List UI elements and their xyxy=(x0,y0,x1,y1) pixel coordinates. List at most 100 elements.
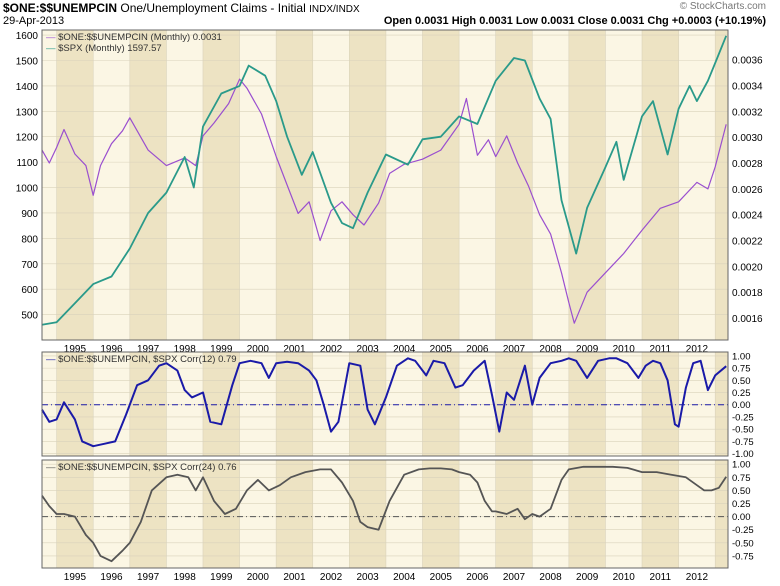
legend-text: $ONE:$$UNEMPCIN (Monthly) 0.0031 xyxy=(58,32,222,43)
left-tick-label: 600 xyxy=(21,285,38,296)
symbol-label: $ONE:$$UNEMPCIN xyxy=(3,1,118,15)
corr-tick-label: 0.00 xyxy=(732,400,751,411)
right-tick-label: 0.0024 xyxy=(732,211,763,222)
left-tick-label: 1400 xyxy=(16,82,39,93)
year-shade xyxy=(349,30,386,340)
right-tick-label: 0.0016 xyxy=(732,314,763,325)
legend-entry: — $ONE:$$UNEMPCIN, $SPX Corr(24) 0.76 xyxy=(46,462,237,473)
x-tick-label: 1997 xyxy=(137,344,160,355)
legend-text: $ONE:$$UNEMPCIN, $SPX Corr(12) 0.79 xyxy=(58,354,236,365)
corr-tick-label: -0.25 xyxy=(732,412,754,423)
corr-tick-label: -0.50 xyxy=(732,538,754,549)
x-tick-label: 2000 xyxy=(247,572,270,583)
date-label: 29-Apr-2013 xyxy=(3,15,65,27)
year-shade xyxy=(202,460,240,568)
year-shade xyxy=(642,460,679,568)
right-tick-label: 0.0018 xyxy=(732,288,763,299)
year-shade xyxy=(715,30,728,340)
x-tick-label: 1999 xyxy=(210,344,233,355)
panel-2-border xyxy=(41,459,729,569)
x-tick-label: 2002 xyxy=(320,344,343,355)
x-tick-label: 2009 xyxy=(576,572,599,583)
right-tick-label: 0.0026 xyxy=(732,185,763,196)
x-tick-label: 2006 xyxy=(466,572,489,583)
year-shade xyxy=(276,460,313,568)
corr-tick-label: 0.25 xyxy=(732,388,751,399)
year-shade xyxy=(568,352,606,456)
x-tick-label: 1997 xyxy=(137,572,160,583)
x-tick-label: 1995 xyxy=(64,572,87,583)
right-tick-label: 0.0034 xyxy=(732,82,763,93)
year-shade xyxy=(568,460,606,568)
left-tick-label: 1300 xyxy=(16,107,39,118)
corr-series-line xyxy=(41,465,727,563)
x-tick-label: 1996 xyxy=(100,572,123,583)
year-shade xyxy=(202,352,240,456)
corr-tick-label: 0.75 xyxy=(732,364,751,375)
x-tick-label: 1996 xyxy=(100,344,123,355)
legend-text: $SPX (Monthly) 1597.57 xyxy=(58,43,162,54)
exchange-label: INDX/INDX xyxy=(309,4,360,15)
panel-1-border xyxy=(41,351,729,457)
x-tick-label: 2007 xyxy=(503,572,526,583)
year-shade xyxy=(56,30,94,340)
x-tick-label: 2001 xyxy=(283,344,306,355)
year-shade xyxy=(642,352,679,456)
year-shade xyxy=(349,460,386,568)
x-tick-label: 2009 xyxy=(576,344,599,355)
x-tick-label: 1999 xyxy=(210,572,233,583)
x-tick-label: 2001 xyxy=(283,572,306,583)
corr-tick-label: -0.50 xyxy=(732,425,754,436)
year-shade xyxy=(495,352,533,456)
x-tick-label: 2007 xyxy=(503,344,526,355)
year-shade xyxy=(422,460,460,568)
year-shade xyxy=(129,30,167,340)
x-tick-label: 2012 xyxy=(686,572,709,583)
year-shade xyxy=(276,352,313,456)
right-tick-label: 0.0022 xyxy=(732,237,763,248)
legend-swatch: — xyxy=(46,462,58,473)
corr-series-line xyxy=(41,357,727,448)
year-shade xyxy=(129,352,167,456)
chart-title: $ONE:$$UNEMPCIN One/Unemployment Claims … xyxy=(3,1,360,15)
year-shade xyxy=(642,30,679,340)
corr-tick-label: -0.25 xyxy=(732,525,754,536)
legend-entry: — $ONE:$$UNEMPCIN (Monthly) 0.0031 xyxy=(46,32,222,43)
corr-tick-label: 1.00 xyxy=(732,460,751,471)
x-tick-label: 2005 xyxy=(430,344,453,355)
legend-entry: — $SPX (Monthly) 1597.57 xyxy=(46,43,162,54)
x-tick-label: 2011 xyxy=(650,344,672,355)
quote-label: Open 0.0031 High 0.0031 Low 0.0031 Close… xyxy=(383,15,766,27)
right-tick-label: 0.0020 xyxy=(732,262,763,273)
left-tick-label: 700 xyxy=(21,260,38,271)
year-shade xyxy=(422,352,460,456)
x-tick-label: 2003 xyxy=(356,344,379,355)
panel-0-border xyxy=(41,29,729,341)
year-shade xyxy=(715,352,728,456)
watermark: © StockCharts.com xyxy=(679,1,766,12)
x-tick-label: 1998 xyxy=(174,344,197,355)
legend-text: $ONE:$$UNEMPCIN, $SPX Corr(24) 0.76 xyxy=(58,462,236,473)
x-tick-label: 2010 xyxy=(613,572,636,583)
right-tick-label: 0.0036 xyxy=(732,56,763,67)
legend-swatch: — xyxy=(46,43,58,54)
year-shade xyxy=(129,460,167,568)
corr-tick-label: 1.00 xyxy=(732,351,751,362)
spx-series-line xyxy=(41,35,728,326)
corr-tick-label: 0.25 xyxy=(732,499,751,510)
x-tick-label: 2006 xyxy=(466,344,489,355)
x-tick-label: 2004 xyxy=(393,572,416,583)
description-label: One/Unemployment Claims - Initial xyxy=(120,1,306,15)
legend-entry: — $ONE:$$UNEMPCIN, $SPX Corr(12) 0.79 xyxy=(46,354,237,365)
year-shade xyxy=(568,30,606,340)
corr-tick-label: -1.00 xyxy=(732,449,754,460)
x-tick-label: 1995 xyxy=(64,344,87,355)
corr-tick-label: -0.75 xyxy=(732,437,754,448)
x-tick-label: 2012 xyxy=(686,344,709,355)
year-shade xyxy=(276,30,313,340)
left-tick-label: 1600 xyxy=(16,31,39,42)
legend-swatch: — xyxy=(46,32,58,43)
year-shade xyxy=(56,352,94,456)
left-tick-label: 500 xyxy=(21,311,38,322)
